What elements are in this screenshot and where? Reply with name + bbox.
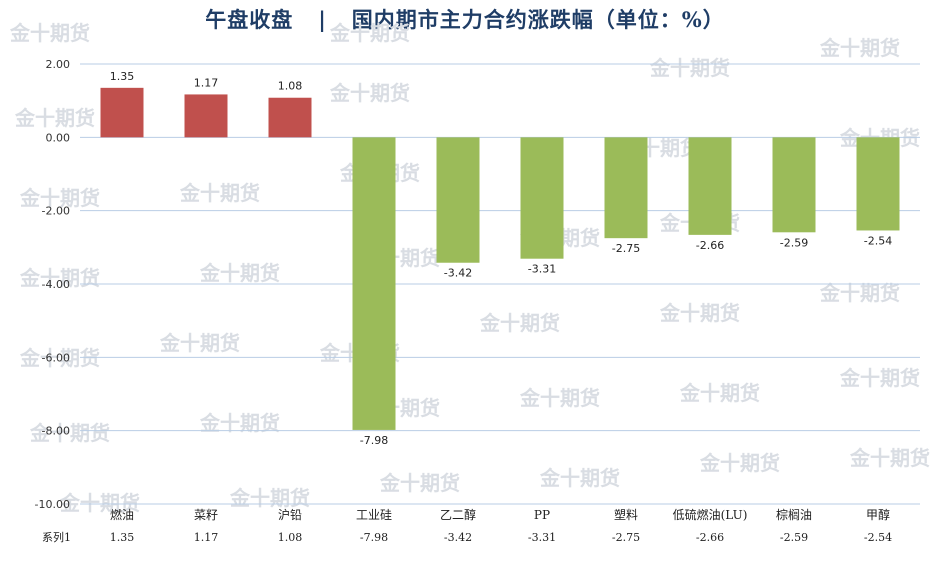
value-labels: 1.35 1.17 1.08 -7.98 -3.42 -3.31 -2.75 -2.66 -2.… <box>110 70 892 447</box>
table-cell: -2.59 <box>780 531 808 544</box>
watermark-text: 金十期货 <box>19 186 100 210</box>
watermark-text: 金十期货 <box>479 311 560 335</box>
x-tick-label: 甲醇 <box>866 507 890 522</box>
data-label: -2.59 <box>780 236 808 249</box>
watermark-text: 金十期货 <box>9 21 90 45</box>
data-label: 1.17 <box>194 76 219 89</box>
data-label: 1.35 <box>110 70 135 83</box>
table-series-name: 系列1 <box>42 530 71 544</box>
table-cell: 1.17 <box>194 531 219 544</box>
watermark-text: 金十期货 <box>329 81 410 105</box>
watermark-text: 金十期货 <box>539 466 620 490</box>
data-label: -3.31 <box>528 263 556 276</box>
x-tick-label: 工业硅 <box>356 508 392 522</box>
watermark-text: 金十期货 <box>14 106 95 130</box>
watermark-text: 金十期货 <box>659 301 740 325</box>
x-tick-label: 低硫燃油(LU) <box>673 507 748 522</box>
table-cell: 1.35 <box>110 531 135 544</box>
bar-5 <box>520 137 564 259</box>
y-axis: 2.00 0.00 -2.00 -4.00 -6.00 -8.00 -10.00 <box>35 58 70 511</box>
chart-title: 午盘收盘 | 国内期市主力合约涨跌幅（单位：%） <box>205 7 725 32</box>
x-tick-label: PP <box>534 508 550 522</box>
watermark-text: 金十期货 <box>819 281 900 305</box>
data-label: -2.66 <box>696 239 724 252</box>
data-label: -7.98 <box>360 434 388 447</box>
data-table: 系列1 1.35 1.17 1.08 -7.98 -3.42 -3.31 -2.75 -2.66… <box>42 530 892 544</box>
watermark-text: 金十期货 <box>679 381 760 405</box>
x-tick-label: 塑料 <box>614 507 638 522</box>
watermark-text: 金十期货 <box>159 331 240 355</box>
table-cell: -2.66 <box>696 531 724 544</box>
watermark-text: 金十期货 <box>199 411 280 435</box>
bar-6 <box>604 137 648 239</box>
watermark-text: 金十期货 <box>329 21 410 45</box>
x-axis: 燃油 菜籽 沪铅 工业硅 乙二醇 PP 塑料 低硫燃油(LU) 棕榈油 甲醇 <box>110 507 890 522</box>
table-cell: -2.75 <box>612 531 640 544</box>
bar-9 <box>856 137 900 231</box>
watermark-text: 金十期货 <box>819 36 900 60</box>
x-tick-label: 棕榈油 <box>776 507 812 522</box>
x-tick-label: 沪铅 <box>278 508 302 522</box>
watermark-text: 金十期货 <box>649 56 730 80</box>
y-tick-label: -2.00 <box>42 205 70 218</box>
watermark-text: 金十期货 <box>849 446 930 470</box>
watermark-text: 金十期货 <box>179 181 260 205</box>
x-tick-label: 菜籽 <box>194 508 218 522</box>
bar-1 <box>184 94 228 138</box>
data-label: -2.54 <box>864 234 892 247</box>
bar-2 <box>268 97 312 138</box>
table-cell: -3.42 <box>444 531 472 544</box>
y-tick-label: 0.00 <box>46 131 71 144</box>
watermark-text: 金十期货 <box>699 451 780 475</box>
watermark-text: 金十期货 <box>19 266 100 290</box>
bars <box>100 87 900 430</box>
x-tick-label: 乙二醇 <box>440 507 476 522</box>
watermark-text: 金十期货 <box>199 261 280 285</box>
y-tick-label: 2.00 <box>46 58 71 71</box>
x-tick-label: 燃油 <box>110 507 134 522</box>
bar-3 <box>352 137 396 430</box>
table-cell: -3.31 <box>528 531 556 544</box>
watermark-text: 金十期货 <box>59 491 140 515</box>
data-label: 1.08 <box>278 80 303 93</box>
table-cell: -2.54 <box>864 531 892 544</box>
y-tick-label: -8.00 <box>42 425 70 438</box>
bar-4 <box>436 137 480 263</box>
y-tick-label: -6.00 <box>42 351 70 364</box>
bar-7 <box>688 137 732 235</box>
bar-8 <box>772 137 816 233</box>
y-tick-label: -10.00 <box>35 498 70 511</box>
y-tick-label: -4.00 <box>42 278 70 291</box>
watermark-text: 金十期货 <box>229 486 310 510</box>
watermark-text: 金十期货 <box>379 471 460 495</box>
watermark-text: 金十期货 <box>839 366 920 390</box>
watermark-text: 金十期货 <box>19 346 100 370</box>
table-cell: 1.08 <box>278 531 303 544</box>
table-cell: -7.98 <box>360 531 388 544</box>
watermark-text: 金十期货 <box>519 386 600 410</box>
data-label: -2.75 <box>612 242 640 255</box>
watermark-text: 金十期货 <box>29 421 110 445</box>
bar-0 <box>100 87 144 138</box>
data-label: -3.42 <box>444 267 472 280</box>
